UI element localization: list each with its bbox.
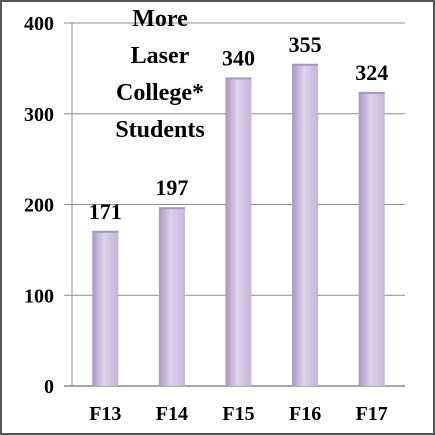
x-tick-label: F16: [289, 403, 321, 425]
bar-cap: [225, 77, 252, 80]
x-axis-tick-labels: F13 F14 F15 F16 F17: [89, 403, 388, 425]
bar: [358, 91, 385, 386]
x-tick-label: F15: [222, 403, 254, 425]
bar: [92, 230, 119, 386]
y-tick-label: 200: [24, 195, 54, 217]
bar-cap: [158, 207, 185, 210]
bar: [225, 77, 252, 386]
data-label: 171: [89, 199, 122, 224]
chart-title: More Laser College* Students: [115, 6, 204, 143]
x-tick-label: F17: [356, 403, 388, 425]
bar-cap: [358, 91, 385, 94]
title-line: More: [132, 6, 188, 32]
y-tick-label: 0: [44, 376, 54, 398]
y-tick-label: 100: [24, 285, 54, 307]
y-axis-tick-labels: 0 100 200 300 400: [24, 13, 54, 398]
bar-cap: [292, 63, 319, 66]
x-tick-label: F14: [156, 403, 188, 425]
y-tick-label: 400: [24, 13, 54, 35]
title-line: Students: [115, 117, 204, 143]
x-tick-label: F13: [89, 403, 121, 425]
bar: [292, 63, 319, 387]
bar-cap: [92, 230, 119, 233]
gridlines: [64, 22, 405, 387]
data-label: 324: [355, 60, 388, 85]
bar: [158, 207, 185, 386]
title-line: Laser: [131, 43, 190, 69]
data-label: 197: [155, 175, 188, 200]
data-label: 355: [289, 32, 322, 57]
data-labels: 171 197 340 355 324: [89, 32, 388, 224]
data-label: 340: [222, 45, 255, 70]
y-tick-label: 300: [24, 104, 54, 126]
title-line: College*: [116, 80, 204, 106]
bars: [92, 63, 385, 387]
